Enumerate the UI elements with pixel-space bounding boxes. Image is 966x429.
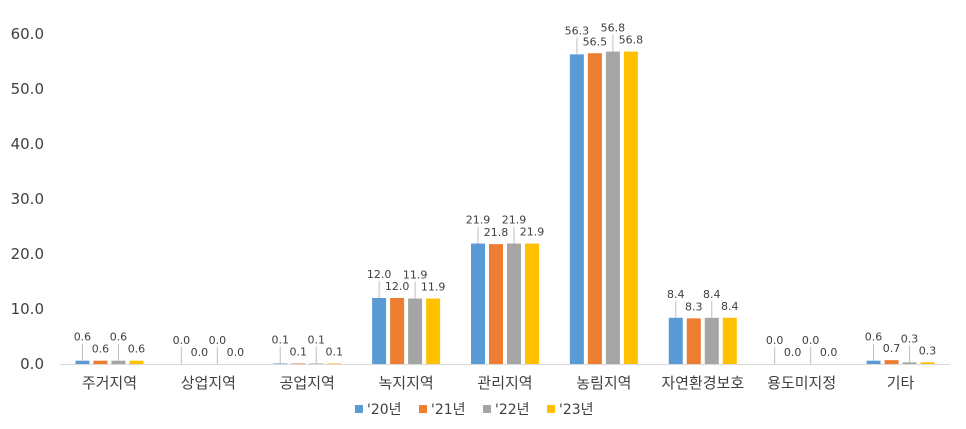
- data-label: 0.1: [325, 345, 343, 358]
- bar: [668, 317, 683, 364]
- data-label: 8.4: [667, 288, 685, 301]
- legend-entry: '20년: [367, 402, 402, 418]
- data-label: 0.0: [766, 334, 784, 347]
- x-category-label: 녹지지역: [379, 374, 434, 392]
- data-label: 0.0: [784, 346, 802, 359]
- y-tick-label: 10.0: [11, 300, 44, 318]
- data-label: 12.0: [367, 268, 392, 281]
- data-label: 0.0: [802, 334, 820, 347]
- data-label: 0.7: [883, 342, 901, 355]
- bar: [327, 363, 342, 364]
- data-label: 11.9: [403, 269, 428, 282]
- x-category-label: 기타: [887, 374, 915, 392]
- bar: [623, 51, 638, 364]
- bar: [489, 244, 503, 364]
- bar: [686, 318, 701, 364]
- data-label: 56.5: [583, 35, 608, 48]
- data-label: 0.6: [865, 331, 883, 344]
- data-label: 0.3: [919, 344, 937, 357]
- data-label: 8.4: [721, 300, 739, 313]
- data-label: 21.8: [484, 226, 509, 239]
- data-label: 0.0: [191, 346, 209, 359]
- data-label: 11.9: [421, 281, 446, 294]
- x-category-label: 공업지역: [280, 374, 335, 392]
- label-leader-lines: [81, 34, 911, 364]
- y-tick-label: 60.0: [11, 25, 44, 43]
- bar: [866, 360, 881, 364]
- y-axis: 0.0 10.0 20.0 30.0 40.0 50.0 60.0: [11, 25, 44, 373]
- data-labels: 0.60.60.60.60.00.00.00.00.10.10.10.112.0…: [74, 22, 937, 359]
- y-tick-label: 50.0: [11, 80, 44, 98]
- bar: [309, 363, 324, 364]
- data-label: 8.3: [685, 300, 703, 313]
- data-label: 21.9: [466, 214, 491, 227]
- data-label: 0.6: [74, 331, 92, 344]
- bar: [605, 51, 620, 364]
- data-label: 56.8: [619, 34, 644, 47]
- y-tick-label: 20.0: [11, 245, 44, 263]
- bar: [587, 53, 602, 364]
- data-label: 12.0: [385, 280, 410, 293]
- x-category-label: 주거지역: [82, 374, 137, 392]
- data-label: 0.6: [110, 331, 128, 344]
- data-label: 0.0: [227, 346, 245, 359]
- bar: [111, 360, 126, 364]
- legend: '20년 '21년 '22년 '23년: [355, 402, 594, 418]
- data-label: 56.8: [601, 22, 626, 35]
- bar: [902, 362, 917, 364]
- data-label: 0.1: [307, 333, 325, 346]
- data-label: 0.0: [173, 334, 191, 347]
- data-label: 0.1: [271, 333, 289, 346]
- bar: [93, 360, 108, 364]
- bar: [920, 362, 935, 364]
- data-label: 56.3: [565, 24, 590, 37]
- bars: [75, 51, 935, 364]
- bar: [75, 360, 90, 364]
- bar: [884, 360, 899, 364]
- legend-entry: '21년: [431, 402, 466, 418]
- x-category-label: 관리지역: [477, 374, 532, 392]
- legend-swatch: [355, 405, 363, 413]
- data-label: 0.1: [289, 345, 307, 358]
- bar: [525, 243, 539, 364]
- data-label: 0.6: [128, 343, 146, 356]
- x-axis: 주거지역 상업지역 공업지역 녹지지역 관리지역 농림지역 자연환경보호 용도미지정 기타: [60, 364, 950, 392]
- bar: [372, 298, 387, 364]
- bar: [471, 243, 485, 364]
- legend-entry: '22년: [495, 402, 530, 418]
- bar: [291, 363, 306, 364]
- bar: [722, 317, 737, 364]
- data-label: 0.0: [820, 346, 838, 359]
- bar: [507, 243, 521, 364]
- x-category-label: 용도미지정: [767, 374, 836, 392]
- legend-swatch: [483, 405, 491, 413]
- legend-swatch: [419, 405, 427, 413]
- bar: [390, 298, 405, 364]
- bar: [569, 54, 584, 364]
- legend-swatch: [547, 405, 555, 413]
- x-category-label: 자연환경보호: [661, 374, 744, 392]
- data-label: 21.9: [502, 214, 527, 227]
- bar: [426, 298, 441, 364]
- legend-entry: '23년: [559, 402, 594, 418]
- y-tick-label: 0.0: [20, 355, 44, 373]
- bar: [408, 298, 423, 364]
- x-category-label: 상업지역: [181, 374, 236, 392]
- bar: [273, 363, 288, 364]
- bar: [704, 317, 719, 364]
- data-label: 21.9: [520, 226, 545, 239]
- data-label: 0.3: [901, 332, 919, 345]
- data-label: 8.4: [703, 288, 721, 301]
- y-tick-label: 40.0: [11, 135, 44, 153]
- y-tick-label: 30.0: [11, 190, 44, 208]
- data-label: 0.0: [209, 334, 227, 347]
- bar: [129, 360, 144, 364]
- x-category-label: 농림지역: [576, 374, 631, 392]
- data-label: 0.6: [92, 343, 110, 356]
